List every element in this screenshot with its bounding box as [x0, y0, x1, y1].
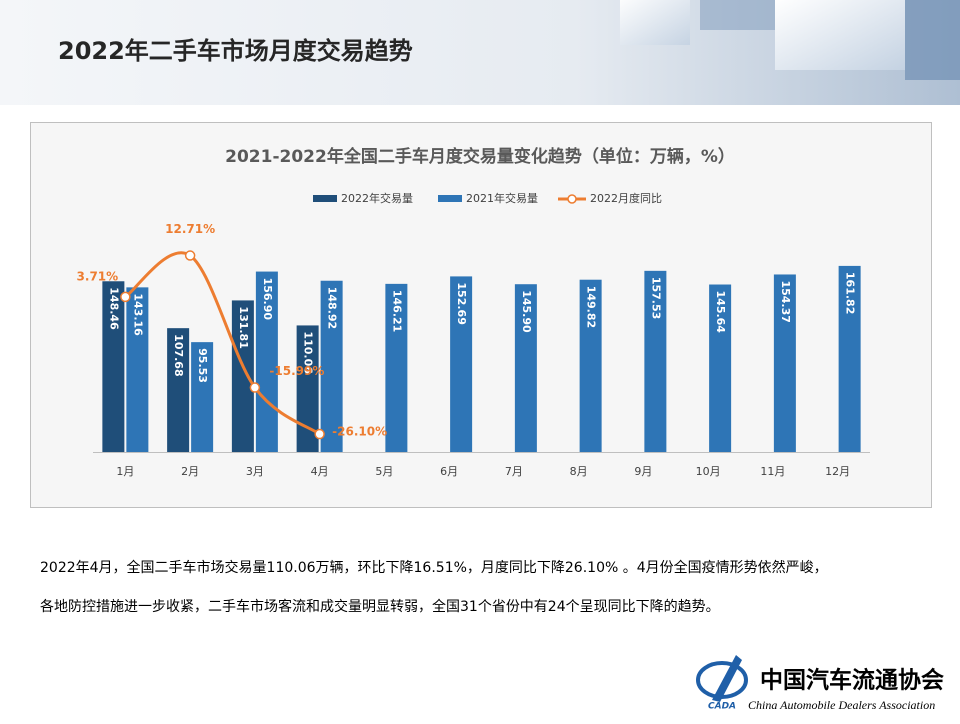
line-point [314, 428, 325, 440]
bar-value-label: 95.53 [196, 348, 209, 383]
x-tick-label: 1月 [116, 465, 134, 478]
bar-value-label: 145.90 [520, 290, 533, 333]
line-value-label: 3.71% [77, 269, 119, 283]
x-tick-label: 7月 [505, 465, 523, 478]
chart-title: 2021-2022年全国二手车月度交易量变化趋势（单位：万辆，%） [225, 146, 735, 167]
bar [644, 270, 667, 452]
bar [231, 300, 254, 452]
bar-value-label: 152.69 [455, 282, 468, 324]
paragraph-line: 各地防控措施进一步收紧，二手车市场客流和成交量明显转弱，全国31个省份中有24个… [40, 598, 720, 615]
legend-label: 2021年交易量 [466, 191, 538, 205]
paragraph-line: 2022年4月，全国二手车市场交易量110.06万辆，环比下降16.51%，月度… [40, 559, 828, 576]
legend-swatch [567, 194, 577, 204]
line-value-label: -26.10% [332, 425, 387, 439]
x-tick-label: 2月 [181, 465, 199, 478]
legend-label: 2022月度同比 [590, 191, 662, 205]
line-value-label: -15.99% [269, 364, 324, 378]
line-point [184, 250, 196, 261]
bar [191, 342, 214, 452]
bar-value-label: 161.82 [844, 272, 857, 314]
x-tick-label: 6月 [440, 465, 458, 478]
bar [579, 279, 602, 452]
bar-value-label: 146.21 [390, 290, 403, 332]
legend-label: 2022年交易量 [341, 191, 413, 205]
bar [126, 287, 149, 452]
bar [102, 281, 125, 452]
bar-value-label: 110.06 [302, 331, 315, 374]
bar [385, 283, 408, 452]
chart-frame [30, 122, 932, 508]
bar-value-label: 107.68 [172, 334, 185, 376]
header-cube [700, 0, 780, 30]
bar-value-label: 148.92 [326, 287, 339, 329]
chart: 2022年交易量 2021年交易量 2022月度同比 1月 2月 3月 4月 5月 6月 7月 8月… [77, 191, 870, 478]
logo-name: 中国汽车流通协会 [760, 667, 944, 694]
x-tick-label: 11月 [760, 465, 785, 478]
logo: CADA 中国汽车流通协会 China Automobile Dealers A… [696, 655, 944, 712]
x-tick-label: 9月 [634, 465, 652, 478]
line [124, 251, 321, 436]
line-value-label: 12.71% [165, 222, 215, 236]
x-tick-label: 5月 [375, 465, 393, 478]
bar [514, 284, 537, 452]
x-tick-label: 12月 [825, 465, 850, 478]
bar-value-label: 157.53 [649, 277, 662, 319]
header-cube [905, 0, 960, 80]
bar-value-label: 149.82 [585, 286, 598, 328]
x-tick-label: 10月 [696, 465, 721, 478]
bar [450, 276, 473, 452]
logo-english: China Automobile Dealers Association [748, 698, 935, 712]
legend-swatch [313, 195, 337, 202]
bar-value-label: 143.16 [131, 293, 144, 336]
line-point [120, 291, 131, 303]
bar-value-label: 156.90 [261, 278, 274, 321]
slide-title: 2022年二手车市场月度交易趋势 [58, 37, 413, 65]
bar-value-label: 145.64 [714, 291, 727, 334]
bar-value-label: 148.46 [107, 287, 120, 330]
x-tick-label: 8月 [570, 465, 588, 478]
bar [773, 274, 796, 452]
bar-value-label: 131.81 [237, 306, 250, 348]
line-point [249, 382, 261, 393]
header-cube [620, 0, 690, 45]
bar [167, 328, 190, 452]
bar [296, 325, 319, 452]
legend-swatch [438, 195, 462, 202]
logo-abbr: CADA [708, 702, 736, 712]
x-tick-label: 4月 [311, 465, 329, 478]
bar [709, 284, 732, 452]
logo-mark [712, 655, 742, 702]
bar-value-label: 154.37 [779, 280, 792, 322]
header-cube [775, 0, 905, 70]
x-tick-label: 3月 [246, 465, 264, 478]
bar [320, 280, 343, 452]
bar [838, 265, 861, 452]
